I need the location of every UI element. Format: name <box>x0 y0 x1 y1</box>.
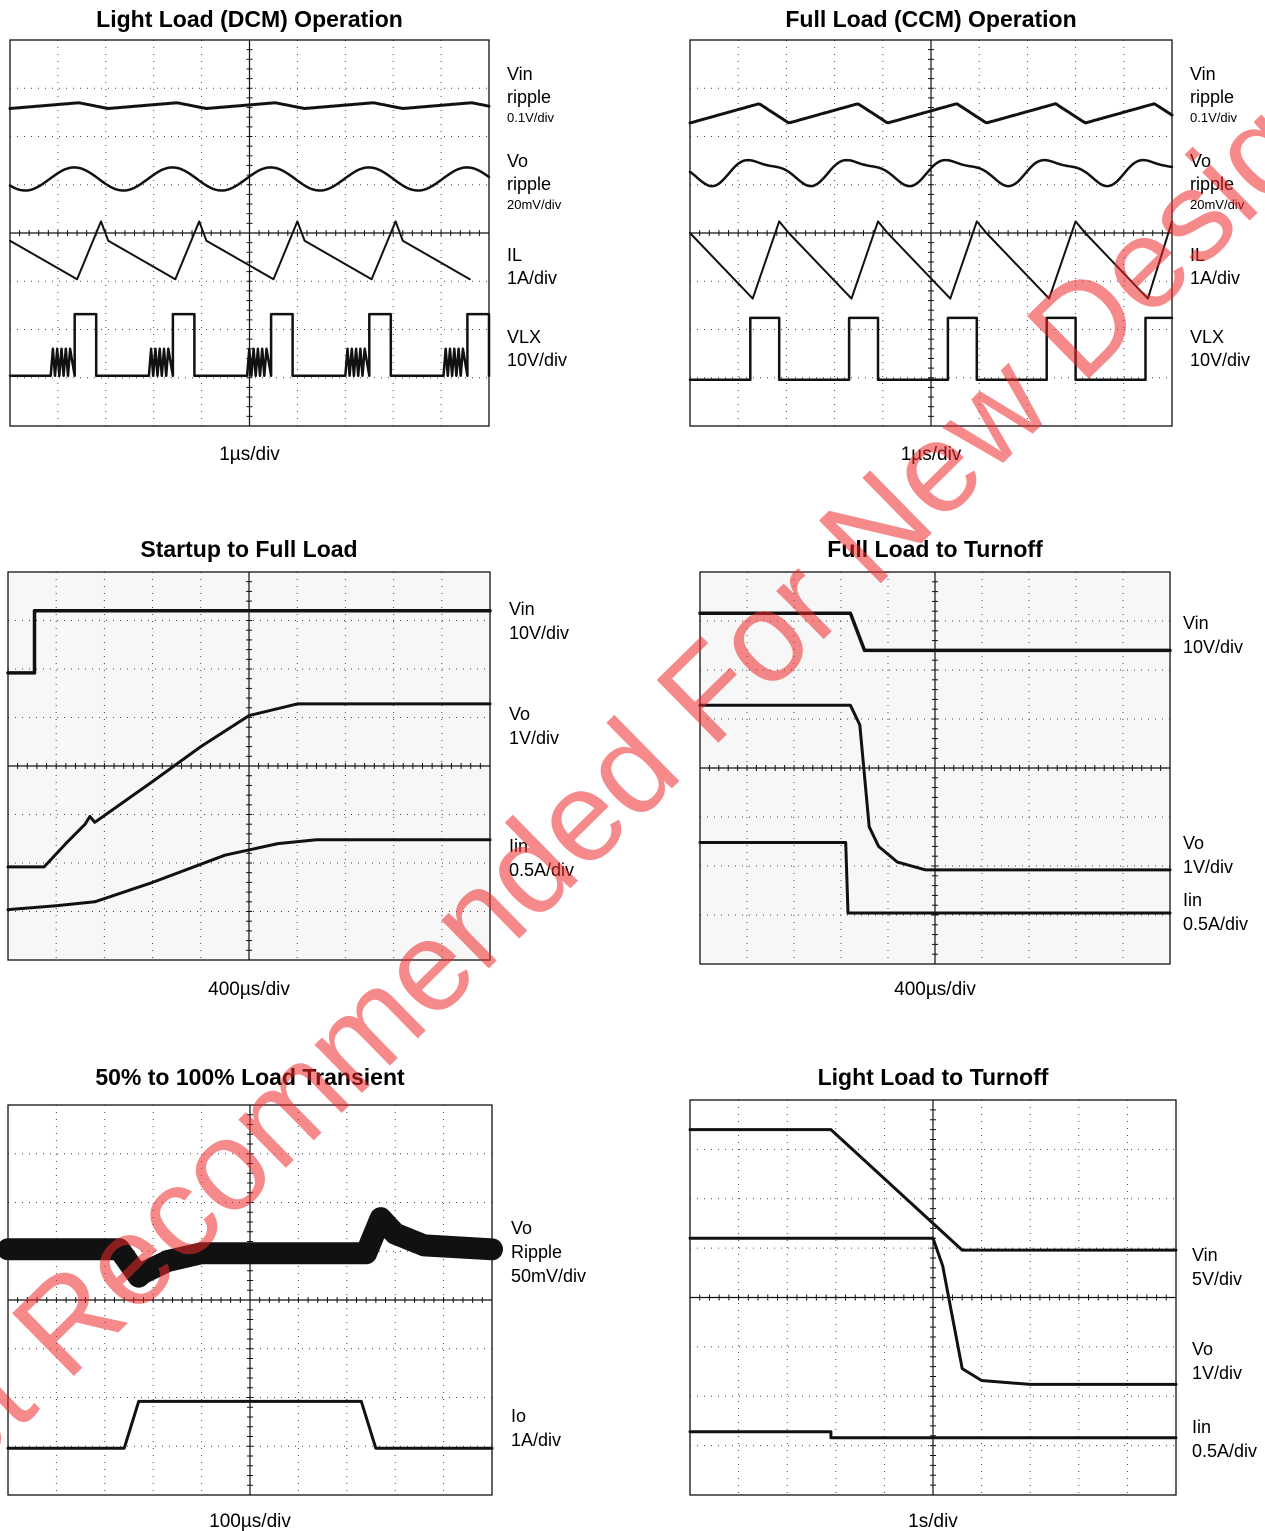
channel-label: Vin <box>509 599 535 619</box>
scope-panel: Light Load to Turnoff Vin 5V/div Vo 1V/div Ii… <box>688 1064 1257 1531</box>
channel-label: 1V/div <box>509 728 559 748</box>
time-per-div-label: 400µs/div <box>894 979 976 1000</box>
channel-label: 0.1V/div <box>1190 110 1237 125</box>
channel-label: Io <box>511 1406 526 1426</box>
channel-label: ripple <box>507 87 551 107</box>
time-per-div-label: 1s/div <box>908 1511 958 1531</box>
trace-vo <box>0 1207 503 1288</box>
channel-label: 10V/div <box>509 623 569 643</box>
trace-vo <box>688 158 1174 188</box>
trace-vo <box>8 166 491 192</box>
channel-label: 1V/div <box>1183 857 1233 877</box>
scope-panel: 50% to 100% Load Transient Vo Ripple 50mV/d… <box>0 1064 586 1531</box>
channel-label: Vo <box>507 151 528 171</box>
channel-label: VLX <box>1190 327 1224 347</box>
trace-vin <box>688 1128 1178 1252</box>
scope-grid <box>690 1100 1176 1495</box>
scope-panel: Full Load to Turnoff Vin 10V/div Vo 1V/div Ii… <box>698 536 1248 1000</box>
channel-label: 20mV/div <box>1190 197 1245 212</box>
scope-frame <box>699 571 1171 965</box>
channel-label: 5V/div <box>1192 1269 1242 1289</box>
scope-grid <box>8 572 490 960</box>
trace-il <box>9 220 471 281</box>
channel-label: ripple <box>507 174 551 194</box>
channel-label: Vo <box>1192 1339 1213 1359</box>
scope-grid <box>700 572 1170 964</box>
channel-label: 20mV/div <box>507 197 562 212</box>
trace-vo <box>698 703 1172 872</box>
channel-label: 1V/div <box>1192 1363 1242 1383</box>
channel-label: VLX <box>507 327 541 347</box>
panel-title: Full Load to Turnoff <box>827 536 1043 562</box>
time-per-div-label: 100µs/div <box>209 1511 291 1531</box>
channel-label: 0.5A/div <box>1183 914 1248 934</box>
channel-label: 50mV/div <box>511 1266 586 1286</box>
trace-vin <box>688 102 1174 125</box>
channel-label: 1A/div <box>511 1430 561 1450</box>
trace-vin <box>8 101 491 110</box>
channel-label: Vin <box>1190 64 1216 84</box>
scope-grid <box>690 40 1172 426</box>
channel-label: Vo <box>511 1218 532 1238</box>
channel-label: 1A/div <box>507 268 557 288</box>
scope-frame <box>689 1099 1177 1496</box>
channel-label: Vin <box>507 64 533 84</box>
trace-io <box>6 1399 494 1450</box>
channel-label: IL <box>507 245 522 265</box>
channel-label: 10V/div <box>507 350 567 370</box>
trace-vlx <box>688 316 1174 381</box>
trace-iin <box>6 838 492 912</box>
trace-vin <box>698 611 1172 653</box>
channel-label: Vo <box>509 704 530 724</box>
channel-label: Vo <box>1183 833 1204 853</box>
trace-iin <box>698 841 1172 915</box>
scope-panel: Startup to Full Load Vin 10V/div Vo 1V/div Ii… <box>6 536 574 1000</box>
channel-label: ripple <box>1190 87 1234 107</box>
scope-frame <box>7 571 491 961</box>
channel-label: Ripple <box>511 1242 562 1262</box>
trace-vin <box>6 609 492 675</box>
channel-label: Vo <box>1190 151 1211 171</box>
trace-iin <box>688 1430 1178 1440</box>
channel-label: 0.5A/div <box>1192 1441 1257 1461</box>
time-per-div-label: 1µs/div <box>219 444 280 465</box>
panel-title: Startup to Full Load <box>140 536 357 562</box>
scope-panel: Full Load (CCM) Operation Vin ripple 0.1V/d… <box>688 6 1250 465</box>
channel-label: 0.5A/div <box>509 860 574 880</box>
channel-label: Vin <box>1192 1245 1218 1265</box>
panel-title: Light Load (DCM) Operation <box>96 6 403 32</box>
time-per-div-label: 1µs/div <box>901 444 962 465</box>
panel-title: Light Load to Turnoff <box>818 1064 1049 1090</box>
scope-grid <box>8 1105 492 1495</box>
trace-il <box>689 220 1173 300</box>
panel-title: Full Load (CCM) Operation <box>785 6 1076 32</box>
channel-label: Iin <box>509 836 528 856</box>
channel-label: IL <box>1190 245 1205 265</box>
scope-frame <box>7 1104 493 1496</box>
channel-label: 1A/div <box>1190 268 1240 288</box>
channel-label: Iin <box>1192 1417 1211 1437</box>
channel-label: ripple <box>1190 174 1234 194</box>
channel-label: 10V/div <box>1190 350 1250 370</box>
time-per-div-label: 400µs/div <box>208 979 290 1000</box>
channel-label: 0.1V/div <box>507 110 554 125</box>
trace-vo <box>688 1236 1178 1386</box>
scope-panel: Light Load (DCM) Operation Vin ripple 0.1V/… <box>8 6 567 465</box>
panel-title: 50% to 100% Load Transient <box>95 1064 405 1090</box>
trace-vo <box>6 702 492 869</box>
channel-label: Vin <box>1183 613 1209 633</box>
trace-vlx <box>8 312 491 378</box>
channel-label: Iin <box>1183 890 1202 910</box>
scope-frame <box>9 39 490 427</box>
channel-label: 10V/div <box>1183 637 1243 657</box>
